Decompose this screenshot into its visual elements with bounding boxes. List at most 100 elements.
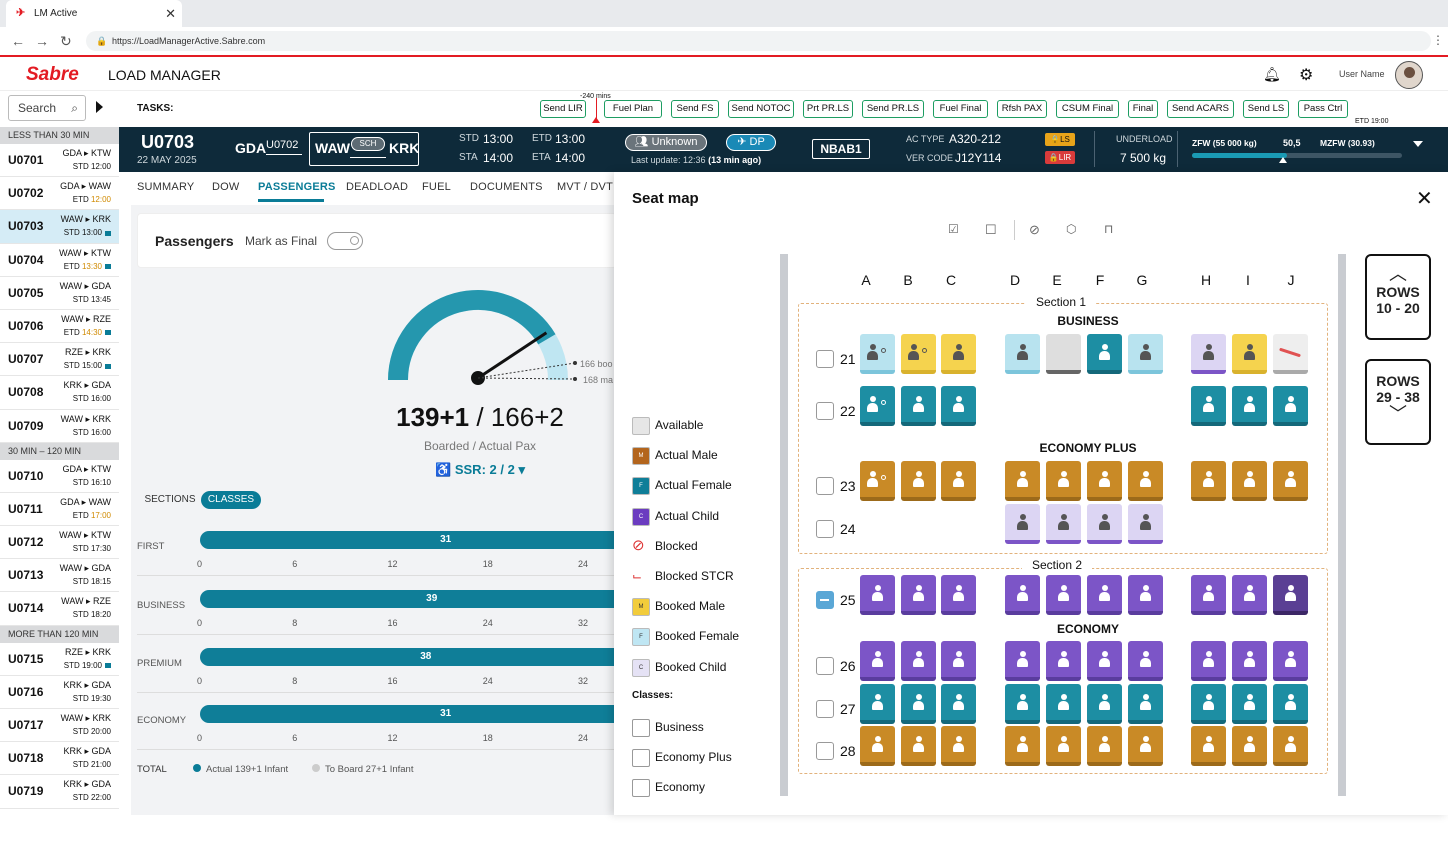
task-button-send-pr-ls[interactable]: Send PR.LS	[862, 100, 924, 118]
seat[interactable]	[901, 726, 936, 766]
seat[interactable]	[860, 641, 895, 681]
seat[interactable]	[1128, 334, 1163, 374]
task-button-send-acars[interactable]: Send ACARS	[1167, 100, 1234, 118]
flight-list-item[interactable]: U0701 GDA ▸ KTW STD 12:00	[0, 144, 119, 178]
seat[interactable]	[860, 461, 895, 501]
sections-toggle[interactable]: SECTIONS	[144, 494, 196, 505]
seat[interactable]	[941, 684, 976, 724]
task-button-pass-ctrl[interactable]: Pass Ctrl	[1298, 100, 1348, 118]
seat[interactable]	[941, 461, 976, 501]
flight-list-item[interactable]: U0707 RZE ▸ KRK STD 15:00	[0, 343, 119, 377]
seat[interactable]	[1191, 334, 1226, 374]
seat[interactable]	[941, 386, 976, 426]
collapse-arrow-icon[interactable]	[96, 101, 103, 113]
avatar[interactable]	[1395, 61, 1423, 89]
seat[interactable]	[941, 641, 976, 681]
lir-badge[interactable]: 🔒LIR	[1045, 151, 1075, 164]
flight-list-item[interactable]: U0719 KRK ▸ GDA STD 22:00	[0, 775, 119, 809]
user-name[interactable]: User Name	[1339, 69, 1385, 79]
seat[interactable]	[1005, 461, 1040, 501]
row-checkbox[interactable]	[816, 477, 834, 495]
seat[interactable]	[1128, 461, 1163, 501]
seat[interactable]	[1087, 461, 1122, 501]
seat[interactable]	[1273, 726, 1308, 766]
seat[interactable]	[901, 386, 936, 426]
flight-list-item[interactable]: U0705 WAW ▸ GDA STD 13:45	[0, 276, 119, 310]
close-tab-icon[interactable]: ✕	[165, 6, 176, 21]
ssr-dropdown[interactable]: ♿ SSR: 2 / 2 ▾	[435, 462, 525, 477]
flight-list-item[interactable]: U0718 KRK ▸ GDA STD 21:00	[0, 742, 119, 776]
task-button-fuel-plan[interactable]: Fuel Plan	[604, 100, 662, 118]
seat[interactable]	[1087, 726, 1122, 766]
seat[interactable]	[901, 461, 936, 501]
seat[interactable]	[1046, 726, 1081, 766]
seat[interactable]	[1005, 726, 1040, 766]
mark-final-toggle[interactable]	[327, 232, 363, 250]
seat[interactable]	[1232, 641, 1267, 681]
flight-list-item[interactable]: U0702 GDA ▸ WAW ETD 12:00	[0, 177, 119, 211]
task-button-csum-final[interactable]: CSUM Final	[1056, 100, 1119, 118]
seat[interactable]	[901, 575, 936, 615]
seat[interactable]	[1191, 726, 1226, 766]
seat[interactable]	[1005, 334, 1040, 374]
seat[interactable]	[1005, 684, 1040, 724]
flight-list-item[interactable]: U0703 WAW ▸ KRK STD 13:00	[0, 210, 119, 244]
seat[interactable]	[1087, 504, 1122, 544]
task-button-final[interactable]: Final	[1128, 100, 1158, 118]
seat[interactable]	[1232, 334, 1267, 374]
seat[interactable]	[1128, 575, 1163, 615]
seat[interactable]	[1046, 504, 1081, 544]
seat[interactable]	[1005, 575, 1040, 615]
tab-dow[interactable]: DOW	[212, 181, 240, 193]
scrollbar[interactable]	[1338, 254, 1346, 796]
seat[interactable]	[860, 334, 895, 374]
seat[interactable]	[1273, 386, 1308, 426]
seat[interactable]	[941, 334, 976, 374]
flight-list-item[interactable]: U0716 KRK ▸ GDA STD 19:30	[0, 675, 119, 709]
seat[interactable]	[1273, 334, 1308, 374]
tab-mvt-dvt[interactable]: MVT / DVT	[557, 181, 613, 193]
seat[interactable]	[1191, 461, 1226, 501]
seat[interactable]	[1005, 504, 1040, 544]
seat[interactable]	[1273, 684, 1308, 724]
flight-list-item[interactable]: U0711 GDA ▸ WAW ETD 17:00	[0, 492, 119, 527]
rows-up-button[interactable]: ︿ ROWS 10 - 20	[1365, 254, 1431, 340]
flight-list-item[interactable]: U0710 GDA ▸ KTW STD 16:10	[0, 459, 119, 493]
seat[interactable]	[1087, 684, 1122, 724]
chevron-down-icon[interactable]	[1413, 141, 1423, 147]
seat[interactable]	[1046, 461, 1081, 501]
seat[interactable]	[1128, 641, 1163, 681]
seat[interactable]	[1232, 461, 1267, 501]
seat[interactable]	[1046, 641, 1081, 681]
flight-list-item[interactable]: U0709 WAW ▸ KRK STD 16:00	[0, 409, 119, 443]
task-button-prt-pr-ls[interactable]: Prt PR.LS	[803, 100, 853, 118]
row-checkbox[interactable]	[816, 742, 834, 760]
seat[interactable]	[901, 641, 936, 681]
task-button-send-notoc[interactable]: Send NOTOC	[728, 100, 794, 118]
task-button-send-ls[interactable]: Send LS	[1243, 100, 1289, 118]
seat[interactable]	[1232, 726, 1267, 766]
flight-list-item[interactable]: U0704 WAW ▸ KTW ETD 13:30	[0, 243, 119, 277]
flight-list-item[interactable]: U0715 RZE ▸ KRK STD 19:00	[0, 642, 119, 676]
seat[interactable]	[901, 684, 936, 724]
flight-list-item[interactable]: U0717 WAW ▸ KRK STD 20:00	[0, 709, 119, 743]
seat[interactable]	[941, 575, 976, 615]
unknown-status-pill[interactable]: 👥︎ Unknown	[625, 134, 707, 151]
seat[interactable]	[1191, 575, 1226, 615]
seat[interactable]	[1191, 684, 1226, 724]
seat-icon[interactable]: ⊓	[1104, 222, 1114, 236]
seat[interactable]	[860, 684, 895, 724]
seat[interactable]	[1191, 386, 1226, 426]
flight-list-item[interactable]: U0708 KRK ▸ GDA STD 16:00	[0, 376, 119, 410]
seat[interactable]	[1128, 726, 1163, 766]
linked-flight[interactable]: U0702	[266, 139, 299, 151]
close-icon[interactable]: ✕	[1416, 188, 1433, 210]
registration[interactable]: NBAB1	[812, 139, 870, 159]
row-checkbox[interactable]	[816, 350, 834, 368]
browser-tab[interactable]: ✈ LM Active ✕	[6, 0, 182, 27]
seat[interactable]	[1232, 684, 1267, 724]
reload-icon[interactable]: ↻	[60, 33, 72, 49]
block-icon[interactable]: ⊘	[1029, 222, 1040, 237]
classes-toggle[interactable]: CLASSES	[201, 491, 261, 509]
back-icon[interactable]: ←	[11, 33, 25, 49]
